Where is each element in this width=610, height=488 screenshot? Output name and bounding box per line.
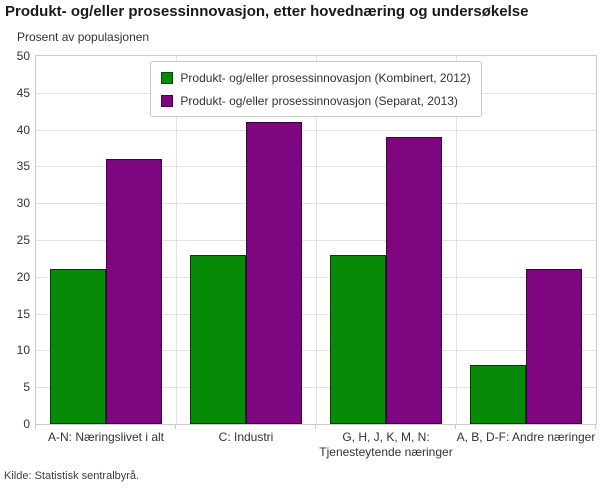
x-axis-category-label: C: Industri <box>218 430 274 444</box>
y-axis-unit-label: Prosent av populasjonen <box>17 30 150 44</box>
bar[interactable] <box>106 159 162 424</box>
x-axis-category-label: A, B, D-F: Andre næringer <box>456 430 596 444</box>
gridline <box>316 56 317 424</box>
source-credit: Kilde: Statistisk sentralbyrå. <box>4 470 140 482</box>
bar[interactable] <box>526 269 582 424</box>
legend: Produkt- og/eller prosessinnovasjon (Kom… <box>35 61 597 117</box>
legend-box: Produkt- og/eller prosessinnovasjon (Kom… <box>150 61 482 117</box>
bar[interactable] <box>190 255 246 424</box>
y-axis-tick-label: 35 <box>16 159 30 173</box>
y-axis-tick-label: 30 <box>16 196 30 210</box>
x-axis-tick <box>595 425 596 429</box>
y-axis-tick-label: 20 <box>16 270 30 284</box>
x-axis-tick <box>455 425 456 429</box>
legend-item[interactable]: Produkt- og/eller prosessinnovasjon (Kom… <box>161 66 471 89</box>
y-axis-tick-label: 0 <box>23 417 30 431</box>
chart-title: Produkt- og/eller prosessinnovasjon, ett… <box>5 3 529 20</box>
y-axis-tick-label: 5 <box>23 380 30 394</box>
y-axis-tick-label: 15 <box>16 307 30 321</box>
x-axis-tick <box>35 425 36 429</box>
bar[interactable] <box>330 255 386 424</box>
bar[interactable] <box>470 365 526 424</box>
y-axis-tick-label: 10 <box>16 343 30 357</box>
x-axis-tick <box>315 425 316 429</box>
x-axis-category-label: A-N: Næringslivet i alt <box>47 430 165 444</box>
y-axis-tick-label: 45 <box>16 86 30 100</box>
bar[interactable] <box>246 122 302 424</box>
y-axis-tick-label: 50 <box>16 49 30 63</box>
y-axis-tick-label: 40 <box>16 123 30 137</box>
y-axis-tick-label: 25 <box>16 233 30 247</box>
legend-marker-icon <box>161 94 174 107</box>
bar[interactable] <box>50 269 106 424</box>
x-axis-tick <box>175 425 176 429</box>
gridline <box>176 56 177 424</box>
gridline <box>456 56 457 424</box>
x-axis-category-label: G, H, J, K, M, N: Tjenesteytende næringe… <box>319 430 453 459</box>
legend-item-label: Produkt- og/eller prosessinnovasjon (Sep… <box>180 93 458 108</box>
legend-item[interactable]: Produkt- og/eller prosessinnovasjon (Sep… <box>161 89 470 112</box>
legend-item-label: Produkt- og/eller prosessinnovasjon (Kom… <box>180 70 471 85</box>
bar[interactable] <box>386 137 442 424</box>
legend-marker-icon <box>161 71 174 84</box>
